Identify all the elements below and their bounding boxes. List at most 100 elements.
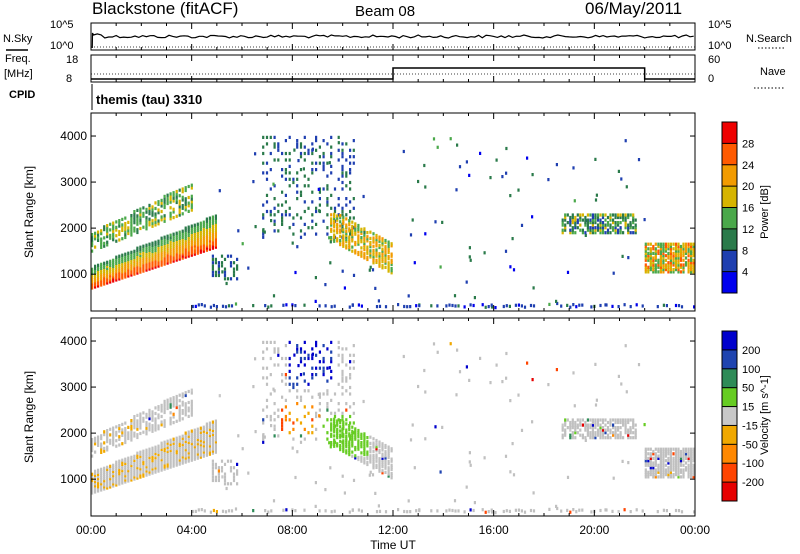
velocity-cell	[175, 453, 178, 457]
velocity-cell	[145, 473, 148, 477]
velocity-cell	[682, 456, 685, 460]
velocity-cell	[649, 468, 652, 472]
power-cell	[163, 214, 166, 218]
velocity-cell	[296, 350, 299, 354]
power-cell	[311, 142, 314, 146]
power-cell	[378, 264, 381, 268]
velocity-cell	[157, 427, 160, 431]
velocity-cell	[160, 468, 163, 472]
power-cell	[342, 228, 345, 232]
velocity-cell	[145, 463, 148, 467]
velocity-ytick-label: 2000	[60, 426, 87, 440]
power-cell	[351, 249, 354, 253]
velocity-cell	[354, 445, 357, 450]
power-cell	[617, 231, 620, 235]
velocity-cell	[160, 443, 163, 447]
velocity-cell	[281, 395, 284, 399]
velocity-cell	[199, 441, 202, 445]
power-cell	[214, 222, 217, 226]
velocity-cell	[270, 424, 273, 428]
power-cell	[339, 224, 342, 228]
velocity-cell	[581, 508, 584, 512]
velocity-cell	[326, 408, 329, 412]
power-cell	[178, 205, 181, 209]
velocity-cell	[190, 433, 193, 437]
velocity-cell	[115, 475, 118, 479]
power-cell	[94, 245, 97, 249]
power-cell	[293, 148, 296, 152]
velocity-cell	[232, 478, 236, 483]
power-cell	[166, 261, 169, 265]
velocity-cell	[130, 455, 133, 459]
power-cell	[378, 262, 381, 266]
velocity-cell	[220, 459, 224, 463]
power-cell	[483, 251, 486, 255]
power-cell	[209, 305, 212, 309]
velocity-cell	[589, 433, 592, 437]
velocity-cell	[526, 361, 529, 365]
power-cell	[178, 202, 181, 206]
power-cell	[142, 250, 145, 254]
power-cell	[601, 226, 605, 230]
velocity-cell	[193, 436, 196, 440]
power-cell	[190, 228, 193, 232]
velocity-cell	[591, 433, 594, 437]
power-cell	[384, 255, 387, 259]
velocity-cell	[139, 467, 142, 471]
velocity-cell	[366, 440, 369, 444]
velocity-cell	[643, 423, 646, 427]
velocity-cell	[468, 460, 471, 464]
power-cell	[692, 251, 695, 255]
power-cell	[272, 182, 275, 186]
power-cell	[181, 240, 184, 244]
velocity-cell	[130, 476, 133, 480]
velocity-cell	[341, 418, 344, 422]
power-cell	[384, 238, 387, 243]
velocity-cell	[351, 450, 354, 454]
velocity-cell	[634, 436, 637, 440]
velocity-cell	[299, 356, 303, 361]
power-cell	[390, 271, 393, 275]
velocity-cell	[627, 433, 630, 437]
velocity-cell	[277, 347, 280, 351]
power-cell	[236, 277, 239, 281]
velocity-cell	[372, 455, 375, 460]
velocity-cell	[682, 473, 685, 477]
velocity-cell	[288, 376, 291, 380]
velocity-cell	[363, 438, 366, 442]
power-cell	[273, 229, 276, 233]
velocity-cell	[591, 426, 594, 430]
power-cell	[349, 200, 352, 204]
velocity-cell	[190, 442, 193, 446]
power-cell	[609, 213, 612, 217]
velocity-cell	[166, 439, 169, 443]
power-cell	[514, 303, 517, 307]
power-cell	[677, 251, 680, 255]
power-cell	[463, 305, 466, 309]
power-cell	[690, 265, 693, 269]
power-cell	[294, 304, 297, 308]
power-cell	[196, 247, 199, 251]
velocity-cell	[659, 456, 662, 460]
velocity-cell	[94, 482, 97, 486]
power-cell	[690, 258, 693, 262]
velocity-cell	[302, 372, 305, 376]
power-cell	[457, 304, 460, 308]
velocity-cell	[202, 444, 205, 448]
velocity-cell	[178, 413, 181, 417]
power-cell	[103, 282, 106, 286]
power-cell	[169, 195, 172, 199]
velocity-cell	[139, 426, 142, 430]
velocity-cell	[130, 424, 133, 428]
power-cell	[223, 277, 227, 281]
velocity-cell	[369, 445, 372, 450]
velocity-cell	[351, 508, 354, 512]
power-cell	[160, 263, 163, 267]
power-cell	[569, 228, 572, 232]
velocity-cell	[659, 468, 662, 472]
power-cell	[632, 215, 635, 220]
power-cell	[326, 197, 329, 201]
power-cell	[619, 215, 622, 220]
velocity-cell	[187, 400, 190, 405]
power-cell	[662, 270, 665, 274]
